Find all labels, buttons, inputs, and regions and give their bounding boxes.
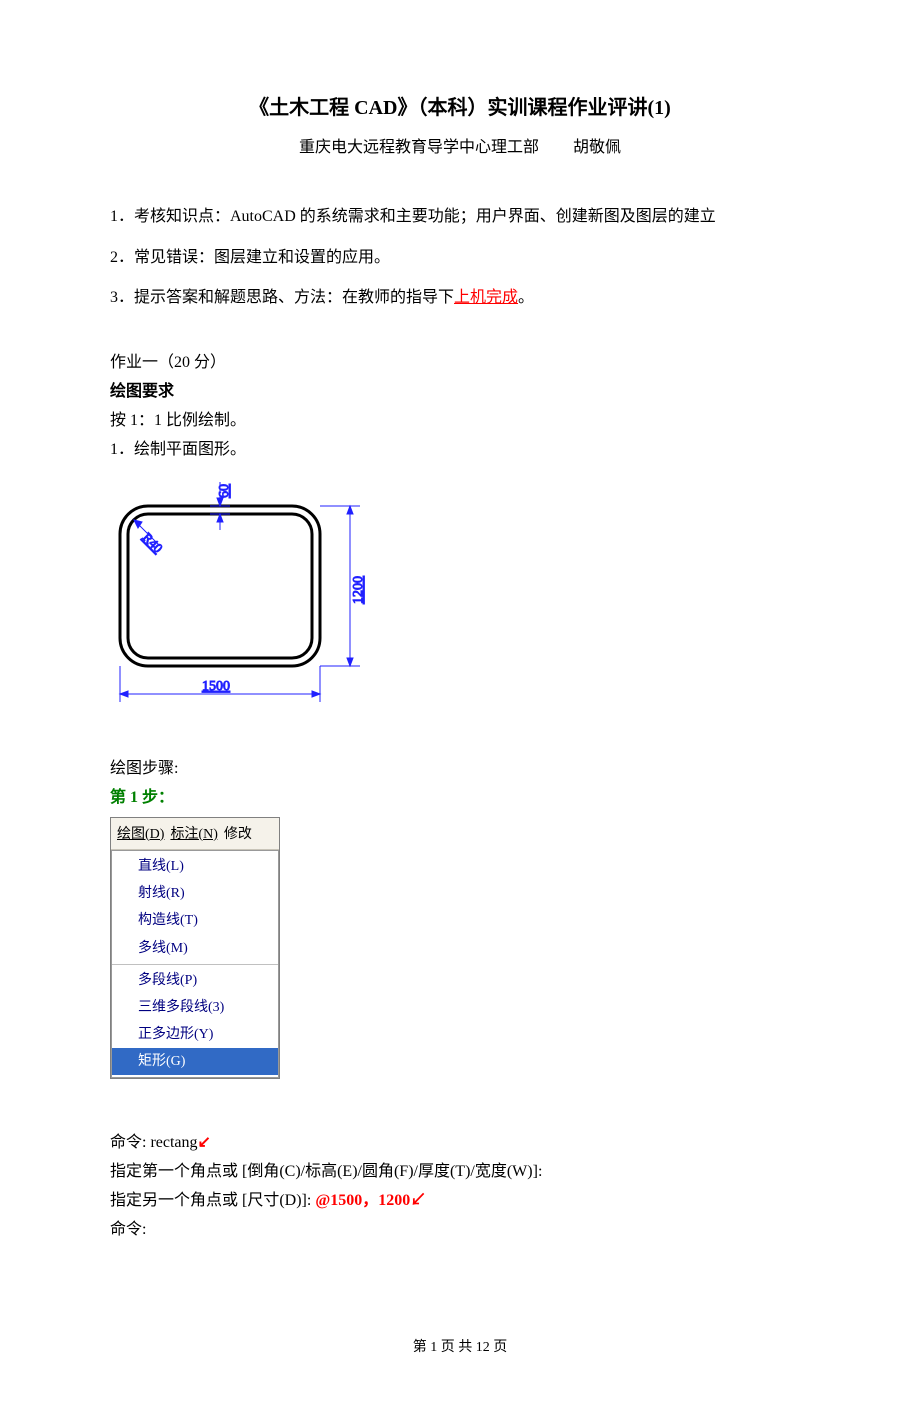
hw-title: 作业一（20 分） [110, 349, 810, 378]
page-subtitle: 重庆电大远程教育导学中心理工部 胡敬佩 [110, 134, 810, 163]
menu-item-ray[interactable]: 射线(R) [112, 880, 278, 907]
hw-req-label: 绘图要求 [110, 378, 810, 407]
menu-item-polygon[interactable]: 正多边形(Y) [112, 1021, 278, 1048]
cmd-line-2: 指定第一个角点或 [倒角(C)/标高(E)/圆角(F)/厚度(T)/宽度(W)]… [110, 1158, 810, 1187]
dim-right-1200: 1200 [320, 506, 366, 666]
autocad-menu: 绘图(D) 标注(N) 修改 直线(L) 射线(R) 构造线(T) 多线(M) … [110, 817, 280, 1080]
enter-arrow-icon: ↙ [410, 1192, 426, 1209]
menu-item-rect[interactable]: 矩形(G) [112, 1048, 278, 1075]
enter-arrow-icon: ↙ [198, 1134, 211, 1151]
svg-text:1200: 1200 [351, 576, 366, 604]
menu-bar-dim[interactable]: 标注(N) [170, 822, 217, 847]
subtitle-dept: 重庆电大远程教育导学中心理工部 [299, 139, 539, 156]
svg-text:60: 60 [217, 484, 232, 498]
point-3-suffix: 。 [518, 289, 534, 306]
svg-text:R40: R40 [140, 530, 166, 556]
svg-text:1500: 1500 [202, 679, 230, 694]
menu-item-mline[interactable]: 多线(M) [112, 935, 278, 962]
dim-top-60: 60 [210, 482, 232, 530]
menu-bar: 绘图(D) 标注(N) 修改 [111, 818, 279, 850]
step-1-label: 第 1 步： [110, 784, 810, 813]
dim-bottom-1500: 1500 [120, 666, 320, 702]
cmd-line-1: 命令: rectang↙ [110, 1129, 810, 1158]
cmd1-text: 命令: rectang [110, 1134, 198, 1151]
menu-bar-modify[interactable]: 修改 [224, 822, 252, 847]
point-1: 1．考核知识点：AutoCAD 的系统需求和主要功能；用户界面、创建新图及图层的… [110, 203, 810, 232]
point-3: 3．提示答案和解题思路、方法：在教师的指导下上机完成。 [110, 284, 810, 313]
page-title: 《土木工程 CAD》（本科）实训课程作业评讲(1) [110, 90, 810, 126]
steps-label: 绘图步骤: [110, 755, 810, 784]
point-3-red: 上机完成 [454, 289, 518, 306]
point-2: 2．常见错误：图层建立和设置的应用。 [110, 244, 810, 273]
cmd3-prefix: 指定另一个角点或 [尺寸(D)]: [110, 1192, 315, 1209]
cmd-line-3: 指定另一个角点或 [尺寸(D)]: @1500，1200↙ [110, 1187, 810, 1216]
menu-item-pline[interactable]: 多段线(P) [112, 967, 278, 994]
dim-radius-r40: R40 [134, 520, 166, 555]
point-3-prefix: 3．提示答案和解题思路、方法：在教师的指导下 [110, 289, 454, 306]
menu-bar-draw[interactable]: 绘图(D) [117, 822, 164, 847]
menu-dropdown: 直线(L) 射线(R) 构造线(T) 多线(M) 多段线(P) 三维多段线(3)… [111, 850, 279, 1079]
subtitle-author: 胡敬佩 [573, 139, 621, 156]
cmd3-red: @1500，1200 [315, 1192, 410, 1209]
menu-item-xline[interactable]: 构造线(T) [112, 907, 278, 934]
menu-item-line[interactable]: 直线(L) [112, 853, 278, 880]
command-block: 命令: rectang↙ 指定第一个角点或 [倒角(C)/标高(E)/圆角(F)… [110, 1129, 810, 1244]
menu-item-pline3d[interactable]: 三维多段线(3) [112, 994, 278, 1021]
page-footer: 第 1 页 共 12 页 [110, 1335, 810, 1360]
cad-diagram: 60 1200 1500 R40 [110, 474, 810, 725]
cmd-line-4: 命令: [110, 1216, 810, 1245]
hw-scale: 按 1：1 比例绘制。 [110, 407, 810, 436]
hw-task: 1．绘制平面图形。 [110, 436, 810, 465]
